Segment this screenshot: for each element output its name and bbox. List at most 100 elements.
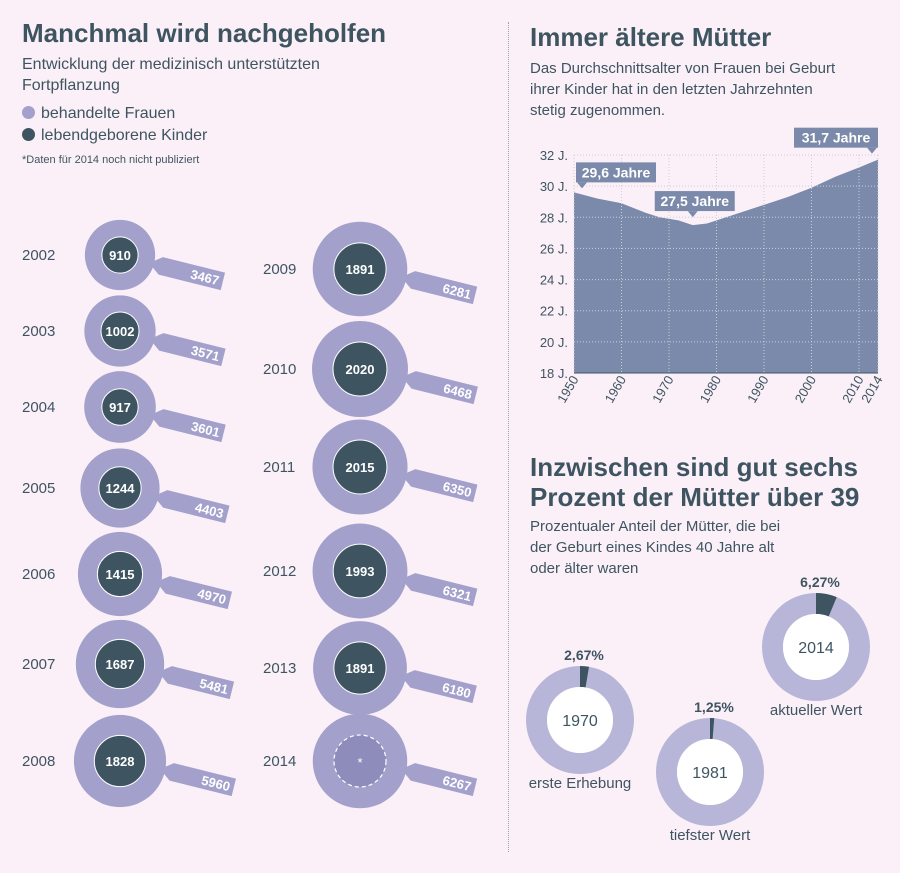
value-tag: 4970 [156,576,232,610]
x-tick-label: 1970 [649,373,676,406]
area-title: Immer ältere Mütter [530,22,772,52]
year-label: 2005 [22,480,55,497]
children-bubble [333,641,387,695]
donut-item: 1981 1,25% tiefster Wert [656,699,764,844]
y-tick-label: 32 J. [540,148,568,163]
value-tag: 4403 [153,490,230,524]
year-label: 2006 [22,566,55,583]
donut-hole [783,614,849,680]
y-tick-label: 26 J. [540,241,568,256]
children-value: 1244 [106,481,136,496]
donut-hole [547,687,613,753]
value-tag-shape [158,666,235,700]
women-value: 3601 [190,419,222,441]
year-label: 2013 [263,660,296,677]
annotation-box [794,127,878,148]
x-tick-label: 1990 [744,373,771,406]
children-bubble [93,734,147,788]
children-bubble [333,242,387,296]
donut-caption: tiefster Wert [670,827,751,844]
year-label: 2011 [263,459,295,476]
children-bubble [100,311,140,351]
value-tag-shape [153,490,230,524]
value-tag: 6281 [401,271,478,305]
women-value: 6281 [441,281,473,303]
value-tag-shape [401,271,478,305]
value-tag-shape [401,573,478,607]
women-value: 6321 [441,583,473,605]
annotation-box [576,162,656,183]
panel-divider [508,22,509,852]
donut-year: 1981 [692,765,728,782]
value-tag: 6180 [400,670,477,704]
year-label: 2003 [22,323,55,340]
women-value: 6267 [441,773,473,795]
legend-dot-children [22,128,35,141]
annotation: 27,5 Jahre [654,191,735,218]
children-value: 1415 [106,567,135,582]
x-tick-label: 1960 [602,373,629,406]
children-value: 1891 [346,262,375,277]
legend-item-children: lebendgeborene Kinder [22,127,207,145]
y-tick-label: 22 J. [540,304,568,319]
value-tag-shape [149,409,226,443]
annotation: 31,7 Jahre [794,127,878,154]
annotation-label: 27,5 Jahre [661,193,730,209]
children-value: 1891 [346,661,375,676]
x-tick-label: 2014 [858,373,885,406]
annotation-pointer [577,182,587,189]
x-tick-label: 2000 [792,373,819,406]
left-subtitle: Entwicklung der medizinisch unterstützte… [22,56,320,94]
children-value: 1002 [106,324,135,339]
women-value: 3467 [189,267,221,289]
legend-label-children: lebendgeborene Kinder [41,127,208,144]
children-bubble [98,466,142,510]
annotation-box [654,191,735,212]
value-tag-shape [401,763,478,797]
donut-charts: 1970 2,67% erste Erhebung 1981 1,25% tiefster… [526,574,870,844]
legend-item-women: behandelte Frauen [22,105,175,123]
donut-caption: aktueller Wert [770,702,863,719]
value-tag-shape [149,333,226,367]
value-tag: 3467 [149,257,226,291]
annotation-label: 29,6 Jahre [582,164,651,180]
annotation-pointer [687,211,698,218]
legend-dot-women [22,106,35,119]
value-tag: 6468 [402,371,478,405]
year-label: 2008 [22,753,55,770]
women-value: 3571 [190,343,222,365]
women-value: 5481 [198,676,230,698]
value-tag-shape [400,670,477,704]
value-tag: 6350 [401,469,478,503]
women-value: 6180 [441,680,473,702]
area-subtitle: Das Durchschnittsalter von Frauen bei Ge… [530,60,836,119]
donut-title: Inzwischen sind gut sechs Prozent der Mü… [530,452,860,512]
donut-slice [580,666,590,688]
year-label: 2004 [22,399,55,416]
value-tag-shape [160,763,236,797]
women-value: 6350 [441,479,473,501]
children-bubble [101,388,139,426]
annotation-pointer [867,147,877,154]
value-tag: 6321 [401,573,478,607]
children-bubble [332,543,388,599]
women-value: 6468 [442,381,474,403]
donut-value: 6,27% [800,574,840,590]
children-bubble [332,341,388,397]
women-value: 4970 [196,586,228,608]
y-tick-label: 30 J. [540,179,568,194]
children-bubble [332,439,388,495]
missing-marker: * [357,755,362,770]
year-label: 2010 [263,361,296,378]
value-tag: 3601 [149,409,226,443]
area-fill [574,159,878,373]
year-label: 2007 [22,656,55,673]
value-tag: 5481 [158,666,235,700]
footnote: *Daten für 2014 noch nicht publiziert [22,154,200,166]
year-label: 2012 [263,563,296,580]
year-label: 2002 [22,247,55,264]
donut-item: 2014 6,27% aktueller Wert [762,574,870,719]
children-value: 1687 [106,657,135,672]
value-tag: 3571 [149,333,226,367]
y-tick-label: 20 J. [540,335,568,350]
